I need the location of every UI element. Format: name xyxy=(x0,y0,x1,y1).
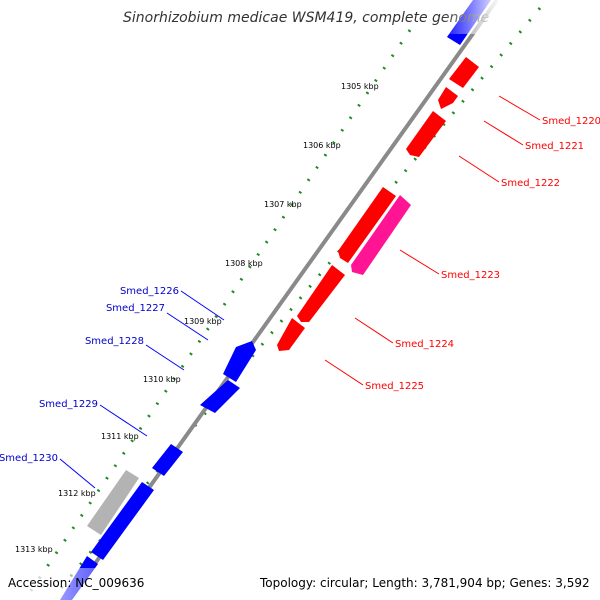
gene-arrow-smed-1220[interactable] xyxy=(449,57,479,88)
gene-arrow-smed-1221[interactable] xyxy=(438,87,458,109)
gene-arrow-smed-1229[interactable] xyxy=(91,482,154,560)
ruler-label: 1312 kbp xyxy=(58,489,96,498)
ruler-label: 1305 kbp xyxy=(341,82,379,91)
leader-line-smed-1222 xyxy=(458,155,500,183)
leader-line-smed-1228 xyxy=(145,344,185,371)
accession-text: Accession: NC_009636 xyxy=(8,576,144,590)
leader-line-smed-1224 xyxy=(354,317,394,344)
gene-arrow-smed-1222[interactable] xyxy=(406,111,446,157)
leader-line-smed-1221 xyxy=(483,120,524,146)
gene-arrow-grey[interactable] xyxy=(87,470,139,535)
gene-arrow-smed-1224a[interactable] xyxy=(338,187,396,263)
gene-label-smed-1221[interactable]: Smed_1221 xyxy=(525,141,584,152)
ruler-label: 1308 kbp xyxy=(225,259,263,268)
gene-label-smed-1225[interactable]: Smed_1225 xyxy=(365,381,424,392)
gene-label-smed-1223[interactable]: Smed_1223 xyxy=(441,270,500,281)
leader-line-smed-1226 xyxy=(180,290,225,321)
page-title: Sinorhizobium medicae WSM419, complete g… xyxy=(123,10,489,26)
leader-line-smed-1229 xyxy=(99,404,148,437)
ruler-label: 1309 kbp xyxy=(184,317,222,326)
ruler-label: 1306 kbp xyxy=(303,141,341,150)
gene-arrow-smed-1225[interactable] xyxy=(277,318,305,351)
gene-arrow-smed-1223[interactable] xyxy=(351,195,411,275)
leader-line-smed-1223 xyxy=(399,249,440,275)
gene-label-smed-1220[interactable]: Smed_1220 xyxy=(542,116,600,127)
gene-label-smed-1227[interactable]: Smed_1227 xyxy=(106,303,165,314)
gene-arrow-smed-1228[interactable] xyxy=(152,444,183,476)
gene-arrow-smed-1226[interactable] xyxy=(223,341,256,382)
title-fade xyxy=(440,0,500,34)
leader-line-smed-1227 xyxy=(166,312,209,341)
gene-label-smed-1230[interactable]: Smed_1230 xyxy=(0,453,58,464)
ruler-label: 1310 kbp xyxy=(143,375,181,384)
gene-label-smed-1222[interactable]: Smed_1222 xyxy=(501,178,560,189)
leader-line-smed-1220 xyxy=(498,95,541,121)
ruler-label: 1313 kbp xyxy=(15,545,53,554)
gene-label-smed-1229[interactable]: Smed_1229 xyxy=(39,399,98,410)
gene-arrow-smed-1224b[interactable] xyxy=(297,265,345,322)
inner-ruler-track xyxy=(28,29,412,593)
genome-summary-text: Topology: circular; Length: 3,781,904 bp… xyxy=(259,576,590,590)
leader-line-smed-1230 xyxy=(59,458,96,489)
leader-line-smed-1225 xyxy=(324,359,364,386)
gene-arrow-smed-1227[interactable] xyxy=(200,380,240,413)
ruler-label: 1307 kbp xyxy=(264,200,302,209)
gene-label-smed-1228[interactable]: Smed_1228 xyxy=(85,336,144,347)
footer-fade xyxy=(0,568,160,600)
ruler-label: 1311 kbp xyxy=(101,432,139,441)
gene-label-smed-1224[interactable]: Smed_1224 xyxy=(395,339,454,350)
gene-label-smed-1226[interactable]: Smed_1226 xyxy=(120,286,179,297)
